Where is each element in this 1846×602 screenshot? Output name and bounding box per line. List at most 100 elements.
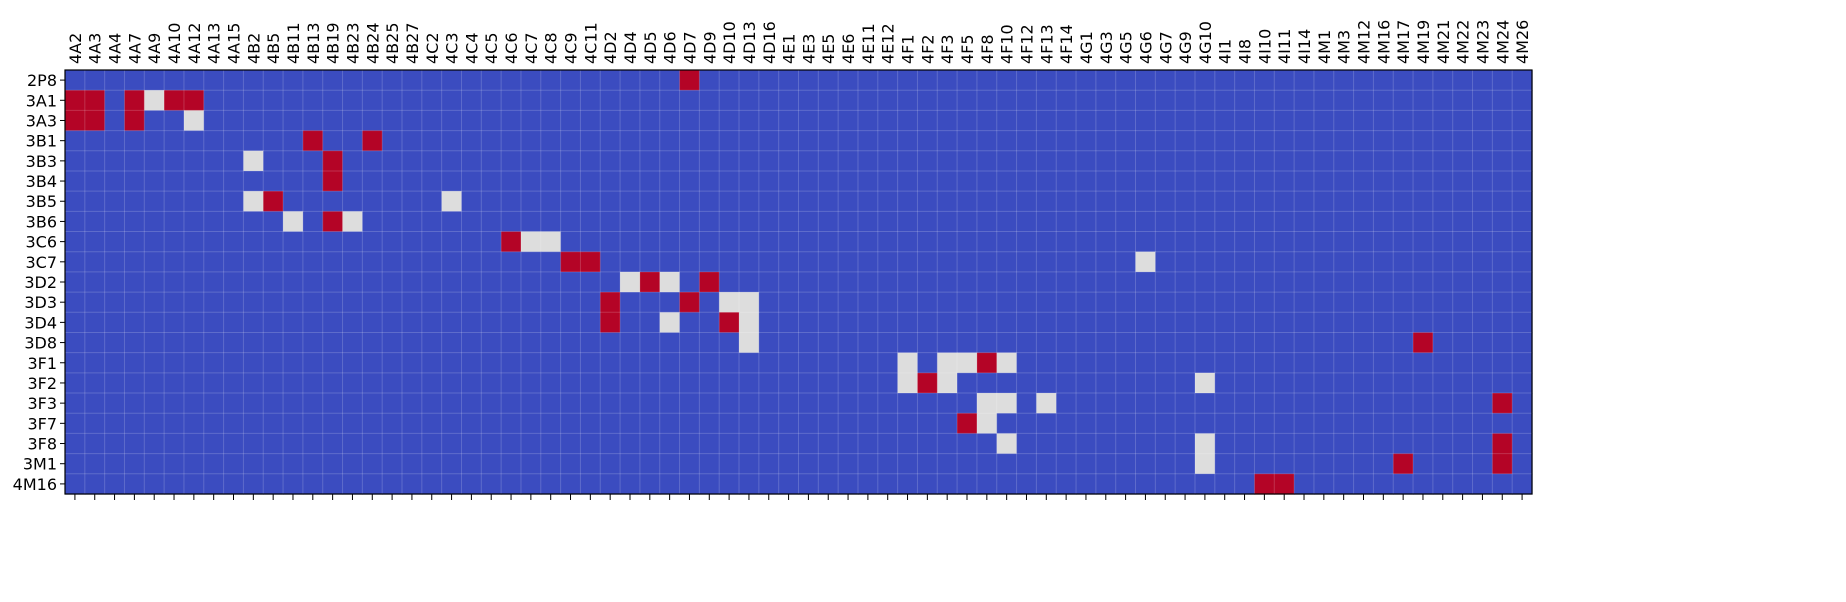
heatmap-cell (758, 332, 780, 354)
heatmap-cell (362, 70, 383, 91)
heatmap-cell (976, 110, 998, 132)
heatmap-cell (818, 251, 839, 273)
heatmap-cell (1353, 70, 1374, 91)
heatmap-cell (1333, 191, 1355, 212)
heatmap-cell (382, 433, 403, 455)
heatmap-cell (124, 191, 145, 212)
heatmap-cell (421, 393, 443, 414)
heatmap-cell (1056, 352, 1077, 374)
heatmap-cell (798, 70, 819, 91)
heatmap-cell (937, 352, 958, 374)
heatmap-cell (1294, 150, 1315, 172)
heatmap-cell (124, 413, 145, 435)
y-tick-label: 3B1 (26, 132, 57, 151)
heatmap-cell (679, 90, 700, 111)
heatmap-cell (104, 191, 126, 212)
heatmap-cell (402, 130, 423, 152)
heatmap-cell (104, 150, 126, 172)
heatmap-cell (302, 90, 324, 111)
heatmap-cell (243, 312, 264, 334)
heatmap-cell (1472, 393, 1493, 414)
heatmap-cell (1274, 453, 1295, 475)
heatmap-cell (402, 170, 423, 192)
heatmap-cell (1254, 372, 1275, 394)
heatmap-cell (302, 130, 324, 152)
heatmap-cell (1076, 251, 1097, 273)
heatmap-cell (818, 453, 839, 475)
heatmap-cell (520, 211, 542, 233)
x-tick-label: 4D6 (661, 31, 680, 64)
heatmap-cell (302, 453, 324, 475)
heatmap-cell (560, 292, 582, 313)
heatmap-cell (322, 453, 344, 475)
heatmap-cell (342, 191, 363, 212)
heatmap-cell (441, 70, 463, 91)
heatmap-cell (758, 211, 780, 233)
heatmap-cell (1413, 332, 1434, 354)
heatmap-cell (1333, 292, 1355, 313)
heatmap-cell (719, 453, 740, 475)
heatmap-cell (1333, 413, 1355, 435)
heatmap-cell (1333, 130, 1355, 152)
heatmap-cell (481, 473, 502, 495)
heatmap-cell (1432, 130, 1454, 152)
heatmap-cell (1294, 170, 1315, 192)
heatmap-cell (283, 251, 304, 273)
heatmap-cell (421, 211, 443, 233)
heatmap-cell (917, 292, 938, 313)
heatmap-cell (183, 191, 205, 212)
heatmap-cell (402, 211, 423, 233)
x-tick-label: 4C8 (542, 32, 561, 64)
x-tick-label: 4E3 (799, 34, 818, 64)
heatmap-cell (342, 70, 363, 91)
heatmap-cell (183, 433, 205, 455)
heatmap-cell (540, 170, 562, 192)
heatmap-cell (1274, 312, 1295, 334)
heatmap-cell (144, 191, 165, 212)
heatmap-cell (540, 292, 562, 313)
heatmap-cell (382, 251, 403, 273)
heatmap-cell (976, 150, 998, 172)
heatmap-cell (164, 352, 185, 374)
heatmap-cell (798, 433, 819, 455)
heatmap-cell (263, 372, 284, 394)
heatmap-cell (798, 231, 819, 253)
heatmap-cell (996, 130, 1018, 152)
heatmap-cell (302, 292, 324, 313)
heatmap-cell (84, 352, 106, 374)
heatmap-cell (164, 271, 185, 293)
heatmap-cell (1432, 150, 1454, 172)
heatmap-cell (1194, 70, 1216, 91)
heatmap-cell (1333, 251, 1355, 273)
heatmap-cell (560, 352, 582, 374)
heatmap-cell (263, 130, 284, 152)
heatmap-cell (144, 352, 165, 374)
heatmap-cell (957, 292, 978, 313)
heatmap-cell (1194, 312, 1216, 334)
heatmap-cell (1512, 211, 1533, 233)
heatmap-cell (719, 312, 740, 334)
heatmap-cell (1056, 453, 1077, 475)
heatmap-cell (164, 453, 185, 475)
heatmap-cell (1313, 332, 1335, 354)
heatmap-cell (679, 473, 700, 495)
heatmap-cell (600, 70, 621, 91)
heatmap-cell (1413, 372, 1434, 394)
heatmap-cell (223, 231, 245, 253)
heatmap-cell (857, 393, 879, 414)
heatmap-cell (203, 271, 225, 293)
heatmap-cell (382, 231, 403, 253)
heatmap-cell (1492, 231, 1513, 253)
heatmap-cell (243, 170, 264, 192)
heatmap-cell (421, 110, 443, 132)
heatmap-cell (263, 231, 284, 253)
heatmap-cell (877, 70, 899, 91)
heatmap-cell (421, 352, 443, 374)
heatmap-cell (1155, 372, 1176, 394)
heatmap-cell (144, 292, 165, 313)
heatmap-cell (302, 393, 324, 414)
heatmap-cell (65, 413, 86, 435)
heatmap-cell (620, 292, 641, 313)
heatmap-cell (84, 292, 106, 313)
